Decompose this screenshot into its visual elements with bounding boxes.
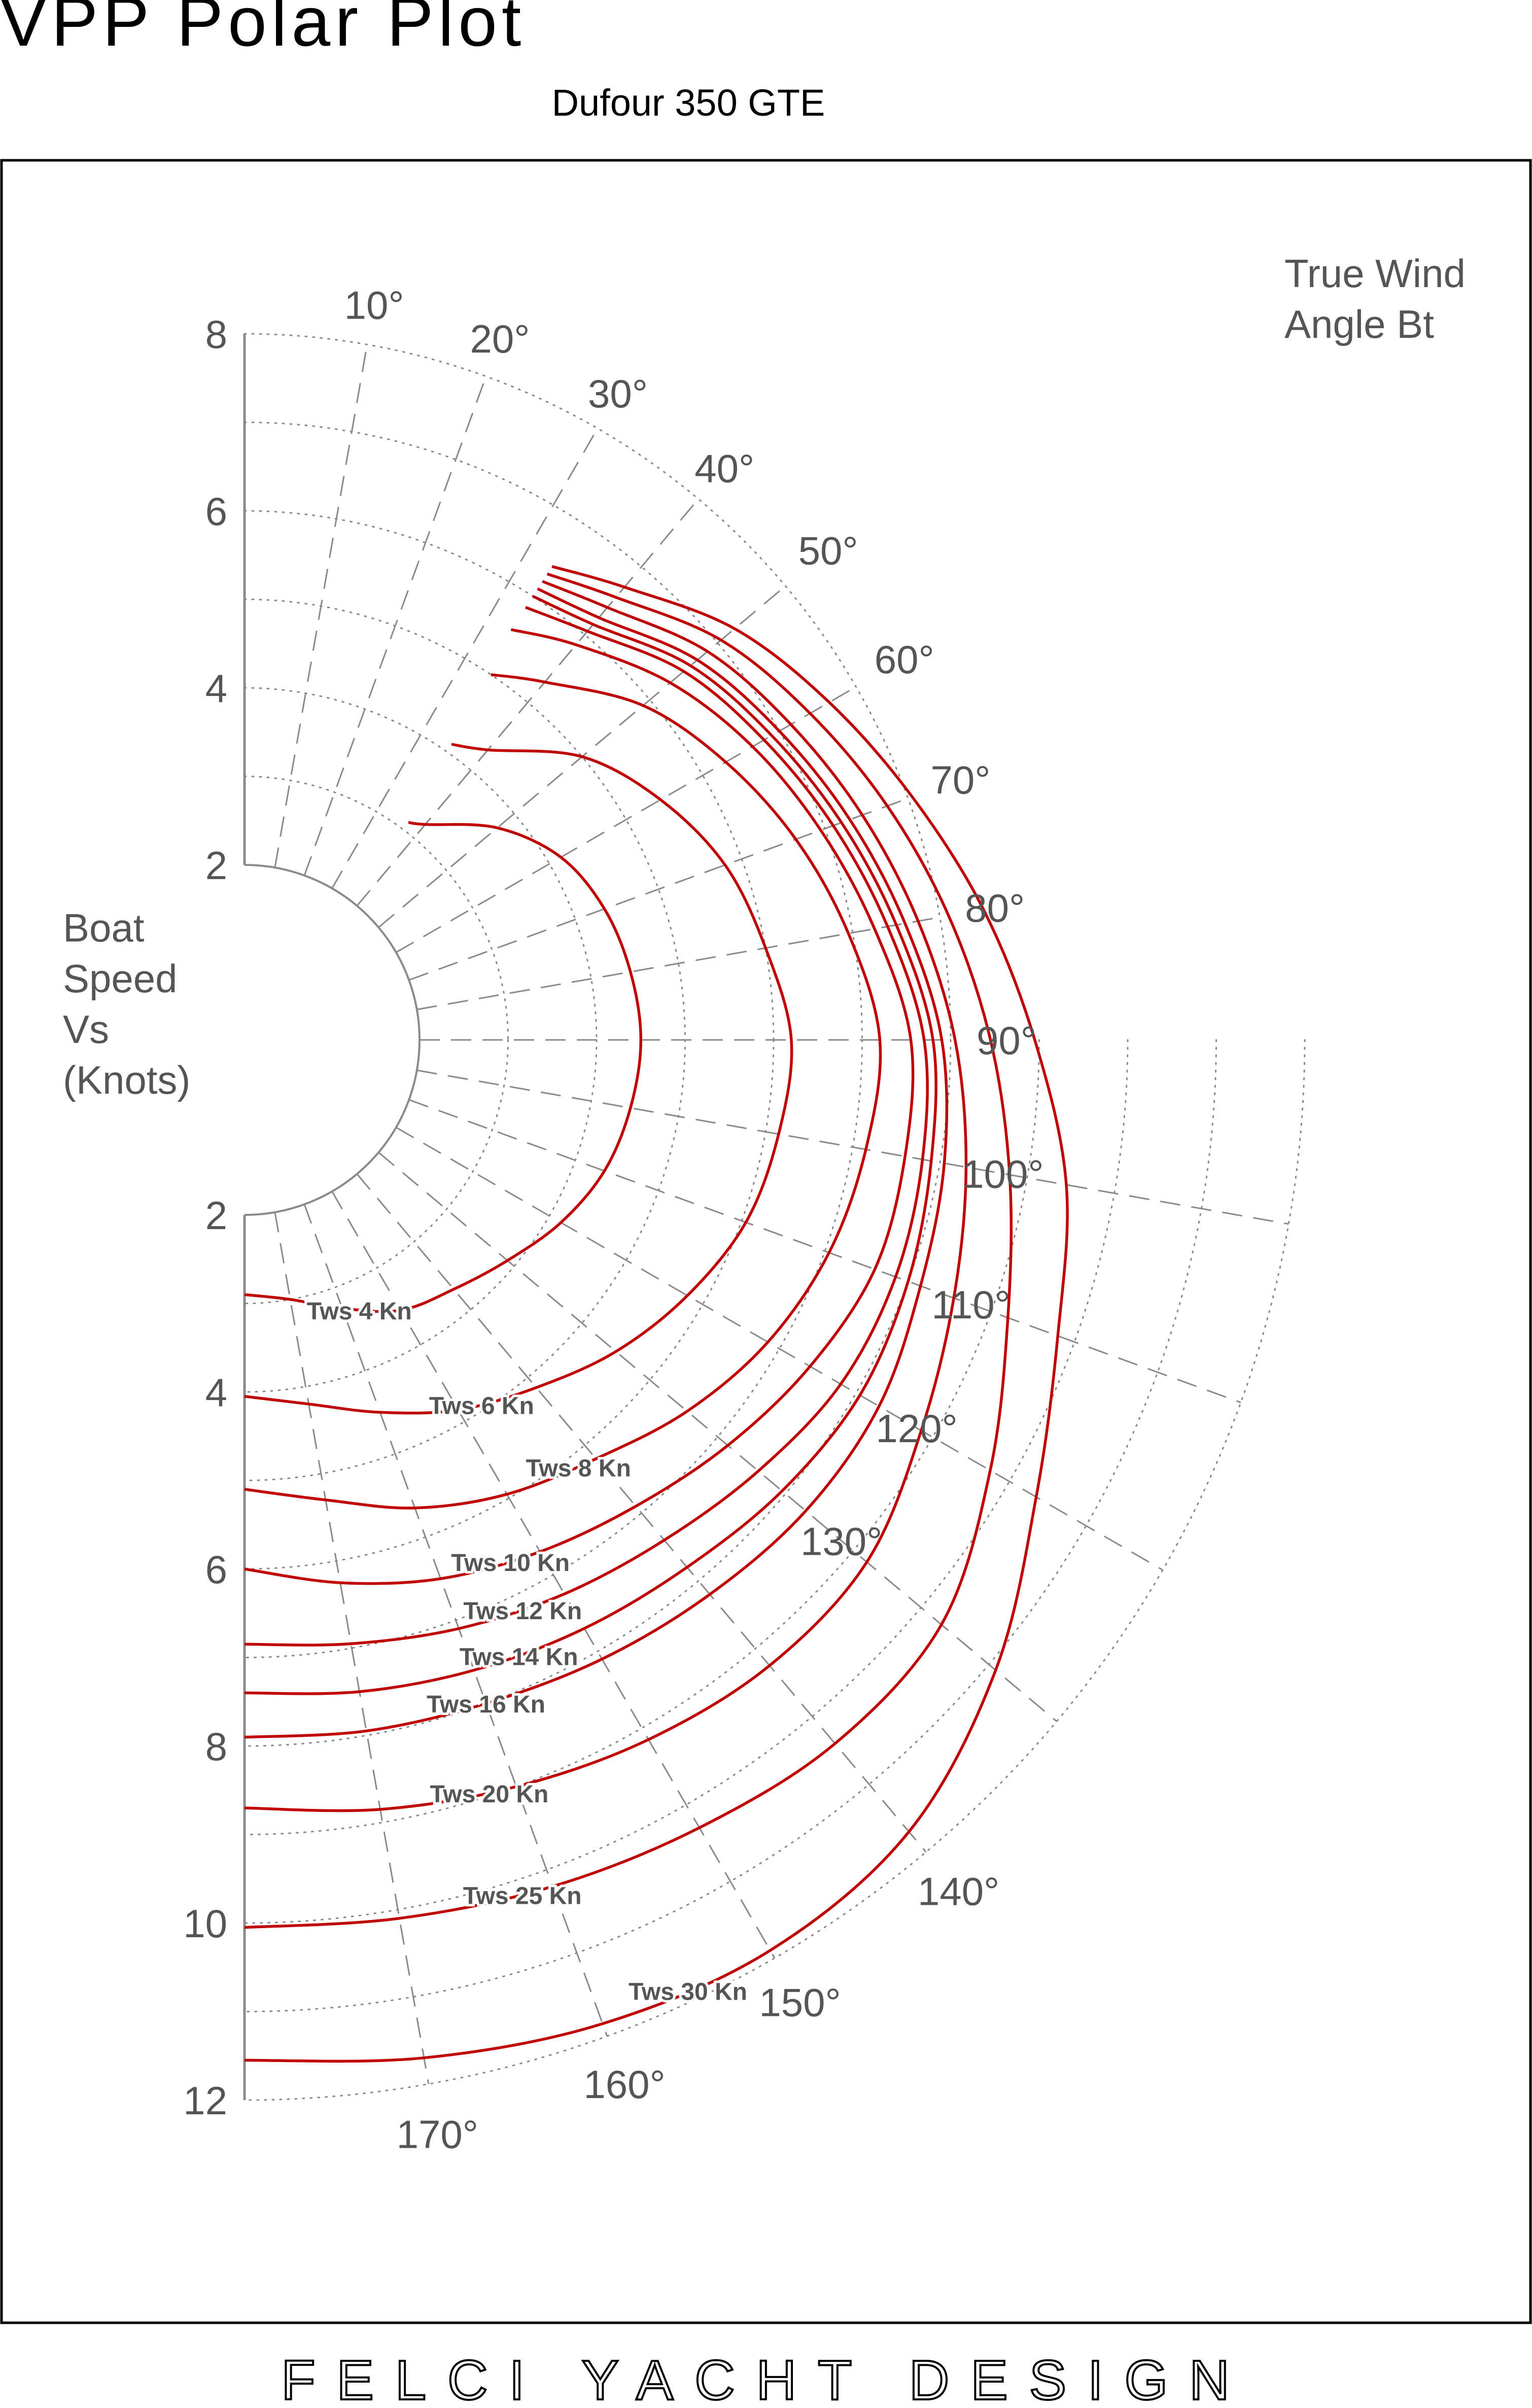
grid-radial-line [274,1212,430,2084]
grid-radial-line [331,428,599,889]
angle-axis-title-line2: Angle Bt [1284,302,1434,346]
angle-tick-label: 40° [694,446,754,491]
grid-radial-line [416,1069,1289,1225]
page-title: VPP Polar Plot [0,0,526,61]
angle-tick-label: 80° [965,886,1025,930]
grid-radial-line [356,1173,927,1853]
polar-curves: Tws 4 Kn Tws 6 Kn Tws 8 Kn Tws 10 Kn Tws 12 … [244,565,1069,2063]
angle-tick-label: 130° [800,1519,882,1563]
angle-tick-label: 70° [930,757,990,802]
radial-tick-label-upper: 8 [205,312,227,357]
grid-arc-lower [243,1039,775,1570]
grid-radial-line [416,916,941,1010]
grid-radial-line [408,797,909,981]
curve-label: Tws 6 Kn [429,1393,534,1420]
grid-arc-lower [243,1039,509,1304]
radial-tick-label-lower: 10 [183,1901,227,1946]
polar-grid [243,333,1306,2101]
grid-arc-lower [243,1039,1129,1924]
polar-curve [244,673,882,1510]
angle-tick-label: 140° [918,1869,999,1914]
grid-arc-upper [243,687,598,1041]
polar-curve [244,595,937,1695]
grid-arc-upper [243,599,686,1041]
angle-tick-label: 30° [588,371,648,416]
grid-arc-upper [243,776,509,1041]
polar-curve [244,628,915,1585]
curve-label: Tws 16 Kn [427,1691,545,1718]
grid-arc-upper [243,333,952,1041]
grid-radial-line [274,344,368,868]
grid-radial-line [356,498,699,906]
grid-radial-line [396,1127,1163,1571]
angle-tick-label: 20° [470,317,530,361]
radial-tick-label-lower: 2 [205,1193,227,1238]
brand-logo-text: FELCI YACHT DESIGN [281,2349,1250,2408]
radial-tick-label-lower: 6 [205,1547,227,1592]
grid-arc-lower [243,1039,1040,1835]
curve-label: Tws 8 Kn [526,1455,631,1482]
radial-tick-label-lower: 8 [205,1724,227,1769]
radial-tick-label-lower: 12 [183,2078,227,2123]
radial-axis-title-line1: Boat [63,905,145,950]
polar-curve [244,572,1013,1929]
curve-label: Tws 30 Kn [629,1978,747,2005]
axes [243,334,421,2100]
grid-arc-lower [243,1039,1306,2101]
radial-tick-label-upper: 2 [205,843,227,888]
angle-tick-label: 170° [397,2112,478,2157]
radial-tick-label-upper: 6 [205,489,227,534]
curve-label: Tws 25 Kn [463,1883,582,1910]
grid-arc-lower [243,1039,1217,2012]
grid-radial-line [331,1191,776,1959]
grid-arc-lower [243,1039,686,1481]
grid-arc-lower [243,1039,952,1747]
angle-tick-label: 160° [583,2062,665,2107]
angle-tick-label: 110° [931,1282,1011,1327]
grid-arc-lower [243,1039,863,1658]
polar-curve [244,587,949,1739]
radial-axis-title-line2: Speed [63,956,178,1001]
angle-tick-label: 100° [962,1152,1043,1197]
grid-arc-upper [243,510,775,1041]
inner-circle-boundary [244,864,421,1216]
curve-label: Tws 12 Kn [463,1598,582,1625]
grid-radial-line [303,376,487,876]
curve-label: Tws 10 Kn [451,1550,570,1577]
curve-label: Tws 20 Kn [430,1781,549,1808]
grid-arc-lower [243,1039,598,1393]
angle-tick-label: 50° [798,529,858,573]
angle-tick-label: 150° [759,1980,841,2025]
angle-axis-title-line1: True Wind [1284,251,1466,296]
grid-radial-line [303,1204,608,2037]
grid-radial-line [408,1099,1241,1404]
grid-radial-line [378,1151,1057,1722]
polar-curve [244,606,929,1647]
curve-label: Tws 14 Kn [460,1644,578,1670]
angle-tick-label: 60° [875,637,934,682]
chart-frame [0,159,1532,2324]
polar-curve [244,743,793,1415]
angle-tick-label: 10° [344,283,404,327]
polar-curve [244,580,968,1812]
radial-axis-title-line3: Vs [63,1007,109,1052]
angle-tick-label: 120° [876,1406,957,1451]
radial-tick-label-upper: 4 [205,666,227,711]
grid-arc-upper [243,422,863,1041]
radial-axis-title-line4: (Knots) [63,1058,190,1102]
polar-curve [244,565,1069,2063]
chart-subtitle: Dufour 350 GTE [552,82,825,124]
angle-tick-label: 90° [977,1018,1036,1063]
polar-curve [244,821,643,1313]
radial-tick-label-lower: 4 [205,1370,227,1415]
axis-labels: 2 4 6 8 2 4 6 8 10 12 10° 20° 30° 40° 50° 60° 70° 80° 90° 1… [183,283,1043,2156]
curve-label: Tws 4 Kn [307,1298,412,1325]
grid-radial-line [396,686,857,953]
